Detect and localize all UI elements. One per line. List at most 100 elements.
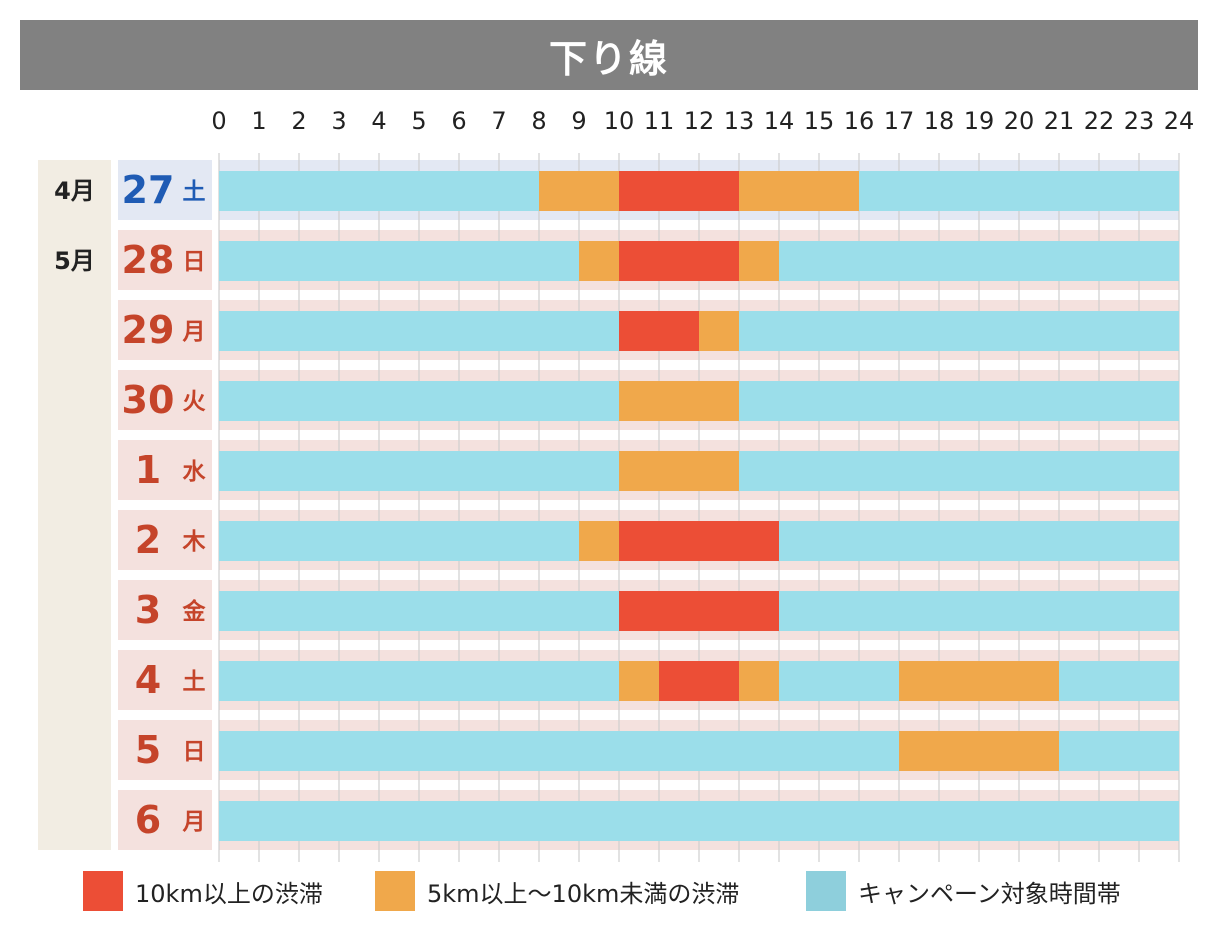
bar-segment-campaign [779,241,1179,281]
day-number: 1 [135,448,161,492]
row-label-bg [118,440,212,500]
row-label-bg [118,230,212,290]
hour-tick-label: 4 [371,107,386,135]
bar-segment-moderate [739,661,779,701]
bar-segment-campaign [779,591,1179,631]
bar-segment-campaign [859,171,1179,211]
bar-segment-moderate [899,661,1059,701]
hour-tick-label: 16 [844,107,875,135]
day-number: 30 [122,378,175,422]
legend-item-moderate: 5km以上〜10km未満の渋滞 [375,871,739,911]
day-number: 29 [122,308,175,352]
day-number: 4 [135,658,161,702]
hour-tick-label: 9 [571,107,586,135]
bar-segment-severe [619,521,779,561]
hour-tick-label: 23 [1124,107,1155,135]
weekday-label: 日 [183,249,206,275]
bar-segment-campaign [1059,731,1179,771]
bar-segment-campaign [739,451,1179,491]
bar-segment-campaign [219,801,1179,841]
bar-segment-moderate [579,241,619,281]
hour-tick-label: 15 [804,107,835,135]
bar-segment-moderate [539,171,619,211]
month-label: 5月 [54,247,95,275]
bar-segment-campaign [219,241,579,281]
legend: 10km以上の渋滞 5km以上〜10km未満の渋滞 キャンペーン対象時間帯 [0,868,1218,920]
weekday-label: 月 [182,809,206,835]
title-banner: 下り線 [20,20,1198,90]
month-column [38,160,111,850]
weekday-label: 木 [182,529,206,555]
legend-item-severe: 10km以上の渋滞 [83,871,323,911]
bar-segment-moderate [739,171,859,211]
bar-segment-moderate [579,521,619,561]
day-number: 5 [135,728,161,772]
row-label-bg [118,160,212,220]
row-label-bg [118,510,212,570]
row-label-bg [118,720,212,780]
bar-segment-campaign [219,591,619,631]
bar-segment-moderate [739,241,779,281]
hour-tick-label: 18 [924,107,955,135]
weekday-label: 月 [182,319,206,345]
hour-tick-label: 6 [451,107,466,135]
legend-label-campaign: キャンペーン対象時間帯 [858,879,1121,908]
bar-segment-severe [659,661,739,701]
legend-label-severe: 10km以上の渋滞 [135,879,323,908]
row-label-bg [118,370,212,430]
bar-segment-moderate [619,381,739,421]
bar-segment-moderate [699,311,739,351]
hour-tick-label: 22 [1084,107,1115,135]
hour-tick-label: 21 [1044,107,1075,135]
row-label-bg [118,580,212,640]
bar-segment-severe [619,311,699,351]
weekday-label: 金 [182,598,207,625]
weekday-label: 日 [183,739,206,765]
bar-segment-moderate [619,451,739,491]
hour-tick-label: 10 [604,107,635,135]
bar-segment-campaign [219,731,899,771]
legend-swatch-severe [83,871,123,911]
legend-item-campaign: キャンペーン対象時間帯 [806,871,1121,911]
bar-segment-moderate [619,661,659,701]
bar-segment-campaign [219,661,619,701]
weekday-label: 土 [183,179,206,205]
weekday-label: 土 [183,669,206,695]
hour-tick-label: 2 [291,107,306,135]
hour-tick-label: 8 [531,107,546,135]
weekday-label: 火 [183,389,206,415]
row-label-bg [118,650,212,710]
day-number: 3 [135,588,161,632]
bar-segment-campaign [219,521,579,561]
bar-segment-campaign [779,661,899,701]
hour-tick-label: 24 [1164,107,1195,135]
bar-segment-severe [619,241,739,281]
hour-tick-label: 7 [491,107,506,135]
legend-label-moderate: 5km以上〜10km未満の渋滞 [427,879,740,908]
hour-tick-label: 19 [964,107,995,135]
hour-tick-label: 20 [1004,107,1035,135]
hour-tick-label: 14 [764,107,795,135]
bar-segment-severe [619,171,739,211]
hour-tick-label: 1 [251,107,266,135]
hour-tick-label: 13 [724,107,755,135]
hour-tick-label: 3 [331,107,346,135]
hour-tick-label: 12 [684,107,715,135]
legend-swatch-moderate [375,871,415,911]
day-number: 2 [135,518,161,562]
month-label: 4月 [54,177,95,205]
bar-segment-severe [619,591,779,631]
row-label-bg [118,790,212,850]
hour-tick-label: 5 [411,107,426,135]
legend-swatch-campaign [806,871,846,911]
bar-segment-campaign [1059,661,1179,701]
bar-segment-moderate [899,731,1059,771]
hour-tick-label: 0 [211,107,226,135]
day-number: 28 [122,238,175,282]
row-label-bg [118,300,212,360]
bar-segment-campaign [779,521,1179,561]
day-number: 6 [135,798,161,842]
bar-segment-campaign [739,381,1179,421]
hour-tick-label: 17 [884,107,915,135]
